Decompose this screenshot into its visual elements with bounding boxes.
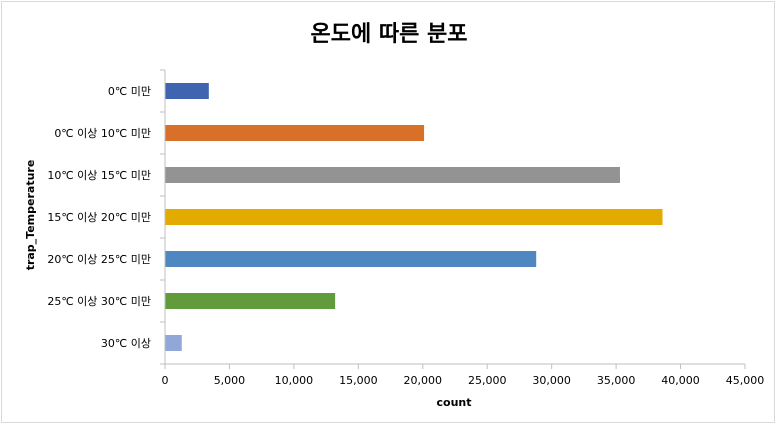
bar-2: [165, 167, 620, 183]
x-tick-label: 25,000: [468, 374, 507, 387]
category-label: 30℃ 이상: [101, 337, 151, 350]
x-tick-label: 0: [162, 374, 169, 387]
x-tick-label: 40,000: [661, 374, 700, 387]
category-label: 25℃ 이상 30℃ 미만: [47, 295, 151, 308]
category-label: 0℃ 이상 10℃ 미만: [54, 127, 151, 140]
x-tick-label: 30,000: [532, 374, 571, 387]
bar-6: [165, 335, 182, 351]
bar-1: [165, 125, 425, 141]
axes-layer: [160, 69, 746, 369]
y-axis-title: trap_Temperature: [24, 160, 37, 271]
category-label: 20℃ 이상 25℃ 미만: [47, 253, 151, 266]
chart-title: 온도에 따른 분포: [310, 22, 468, 47]
bars-layer: [165, 83, 663, 351]
x-tick-label: 15,000: [339, 374, 378, 387]
category-label: 10℃ 이상 15℃ 미만: [47, 169, 151, 182]
category-label: 15℃ 이상 20℃ 미만: [47, 211, 151, 224]
x-axis-title: count: [437, 396, 472, 409]
x-tick-label: 5,000: [214, 374, 246, 387]
bar-5: [165, 293, 336, 309]
bar-3: [165, 209, 663, 225]
bar-4: [165, 251, 537, 267]
bar-0: [165, 83, 209, 99]
x-tick-label: 35,000: [597, 374, 636, 387]
x-tick-label: 20,000: [404, 374, 443, 387]
category-label: 0℃ 미만: [108, 85, 151, 98]
labels-layer: 0℃ 미만 0℃ 이상 10℃ 미만 10℃ 이상 15℃ 미만 15℃ 이상 20℃…: [47, 85, 764, 387]
x-tick-label: 45,000: [726, 374, 765, 387]
x-tick-label: 10,000: [275, 374, 314, 387]
